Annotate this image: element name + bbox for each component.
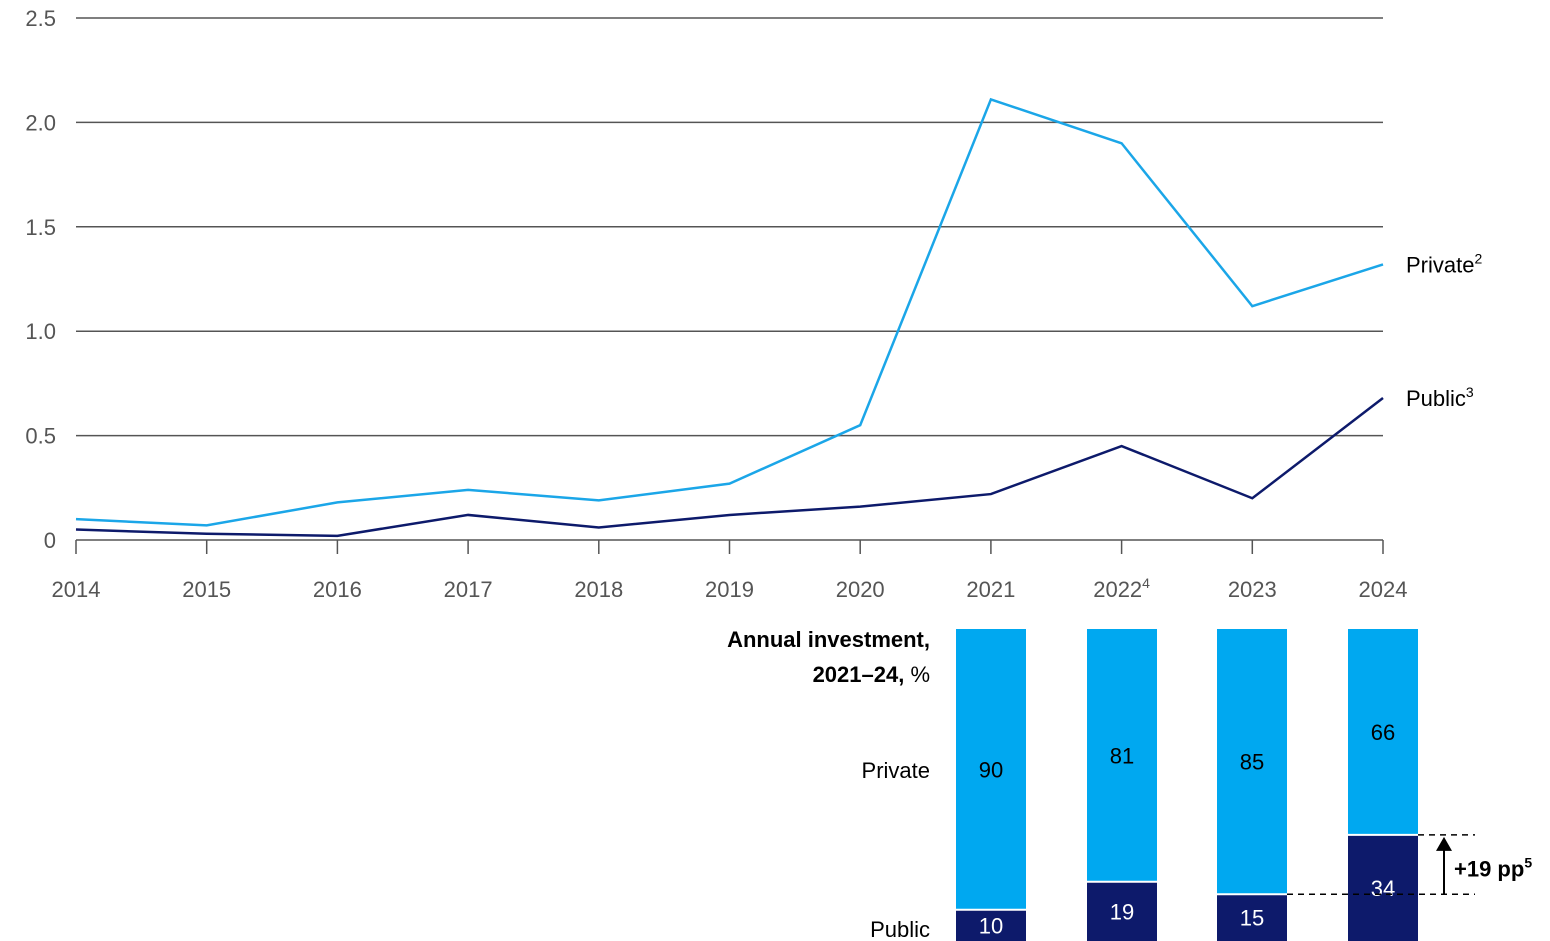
x-tick-label-2024: 2024 bbox=[1359, 577, 1408, 602]
x-tick-label-2020: 2020 bbox=[836, 577, 885, 602]
x-tick-label-2023: 2023 bbox=[1228, 577, 1277, 602]
bar-public-2021 bbox=[956, 909, 1026, 941]
x-tick-label-2019: 2019 bbox=[705, 577, 754, 602]
bar-value-private-2024: 66 bbox=[1371, 720, 1395, 745]
bar-value-private-2021: 90 bbox=[979, 757, 1003, 782]
x-axis: 2014 2015 2016 2017 2018 2019 2020 2021 20224 202… bbox=[52, 539, 1408, 602]
stacked-bar-chart: Annual investment, 2021–24, % Private Publi… bbox=[727, 627, 1532, 941]
bar-chart-title-line1: Annual investment, bbox=[727, 627, 930, 652]
annotation-arrow-head-icon bbox=[1436, 836, 1452, 851]
bar-public-2022 bbox=[1087, 881, 1157, 941]
y-tick-label-2.0: 2.0 bbox=[25, 110, 56, 135]
bar-private-2024 bbox=[1348, 629, 1418, 835]
bar-chart-title-line2: 2021–24, % bbox=[813, 662, 930, 687]
x-tick-label-2018: 2018 bbox=[574, 577, 623, 602]
x-tick-label-2017: 2017 bbox=[444, 577, 493, 602]
bar-value-public-2023: 15 bbox=[1240, 906, 1264, 931]
bar-value-private-2023: 85 bbox=[1240, 750, 1264, 775]
bar-value-public-2022: 19 bbox=[1110, 899, 1134, 924]
x-tick-label-2022: 20224 bbox=[1093, 575, 1150, 602]
bar-value-public-2021: 10 bbox=[979, 913, 1003, 938]
series-label-public: Public3 bbox=[1406, 384, 1474, 411]
y-tick-label-2.5: 2.5 bbox=[25, 6, 56, 31]
row-label-public: Public bbox=[870, 917, 930, 941]
bar-public-2024 bbox=[1348, 834, 1418, 941]
x-tick-label-2021: 2021 bbox=[966, 577, 1015, 602]
annotation-label: +19 pp5 bbox=[1454, 855, 1532, 882]
bar-public-2023 bbox=[1217, 894, 1287, 941]
x-tick-label-2014: 2014 bbox=[52, 577, 101, 602]
y-tick-label-1.5: 1.5 bbox=[25, 215, 56, 240]
x-tick-label-2016: 2016 bbox=[313, 577, 362, 602]
line-series bbox=[75, 97, 1384, 538]
y-tick-label-0.5: 0.5 bbox=[25, 424, 56, 449]
bar-value-public-2024: 34 bbox=[1371, 876, 1395, 901]
y-tick-label-0: 0 bbox=[44, 528, 56, 553]
series-labels: Private2 Public3 bbox=[1406, 250, 1482, 411]
series-label-private: Private2 bbox=[1406, 250, 1482, 277]
y-tick-label-1.0: 1.0 bbox=[25, 319, 56, 344]
bar-private-2023 bbox=[1217, 629, 1287, 895]
bar-private-2022 bbox=[1087, 629, 1157, 882]
bar-private-2021 bbox=[956, 629, 1026, 910]
x-tick-label-2015: 2015 bbox=[182, 577, 231, 602]
row-label-private: Private bbox=[862, 758, 930, 783]
y-axis-ticks: 0 0.5 1.0 1.5 2.0 2.5 bbox=[25, 6, 56, 553]
grid-lines bbox=[76, 17, 1383, 437]
bar-value-private-2022: 81 bbox=[1110, 743, 1134, 768]
series-line-private bbox=[75, 97, 1384, 527]
